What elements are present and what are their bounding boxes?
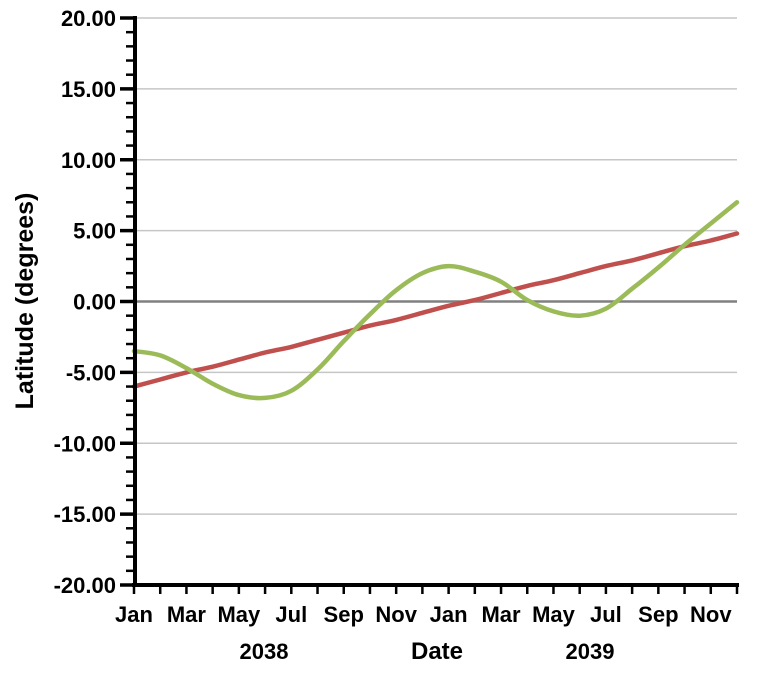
x-tick-label: Jul	[590, 602, 622, 627]
tick-labels-layer: 20.00 15.00 10.00 5.00 0.00 -5.00 -10.00 -15.00…	[54, 6, 733, 627]
y-tick-label: 20.00	[61, 6, 116, 31]
x-tick-label: May	[532, 602, 576, 627]
x-tick-label: Jul	[275, 602, 307, 627]
y-axis-title: Latitude (degrees)	[11, 193, 39, 410]
y-tick-label: -10.00	[54, 431, 116, 456]
oscillating-latitude-line	[131, 200, 740, 401]
y-tick-label: -20.00	[54, 573, 116, 598]
series-layer	[131, 200, 740, 401]
x-tick-label: Sep	[638, 602, 678, 627]
x-tick-label: May	[217, 602, 261, 627]
y-tick-label: 5.00	[73, 219, 116, 244]
trend-line-line	[131, 231, 740, 389]
y-tick-label: -5.00	[66, 360, 116, 385]
x-tick-label: Nov	[690, 602, 732, 627]
x-tick-label: Mar	[481, 602, 521, 627]
x-tick-label: Sep	[324, 602, 364, 627]
year-label-2039: 2039	[566, 639, 615, 664]
x-tick-label: Nov	[375, 602, 417, 627]
x-tick-label: Mar	[167, 602, 207, 627]
y-tick-label: 10.00	[61, 148, 116, 173]
y-tick-label: 15.00	[61, 77, 116, 102]
year-label-2038: 2038	[240, 639, 289, 664]
x-tick-label: Jan	[430, 602, 468, 627]
x-axis-title: Date	[411, 638, 463, 665]
x-tick-label: Jan	[115, 602, 153, 627]
y-tick-label: -15.00	[54, 502, 116, 527]
y-tick-label: 0.00	[73, 290, 116, 315]
gridlines-layer	[134, 17, 737, 515]
axes-layer	[120, 16, 739, 594]
